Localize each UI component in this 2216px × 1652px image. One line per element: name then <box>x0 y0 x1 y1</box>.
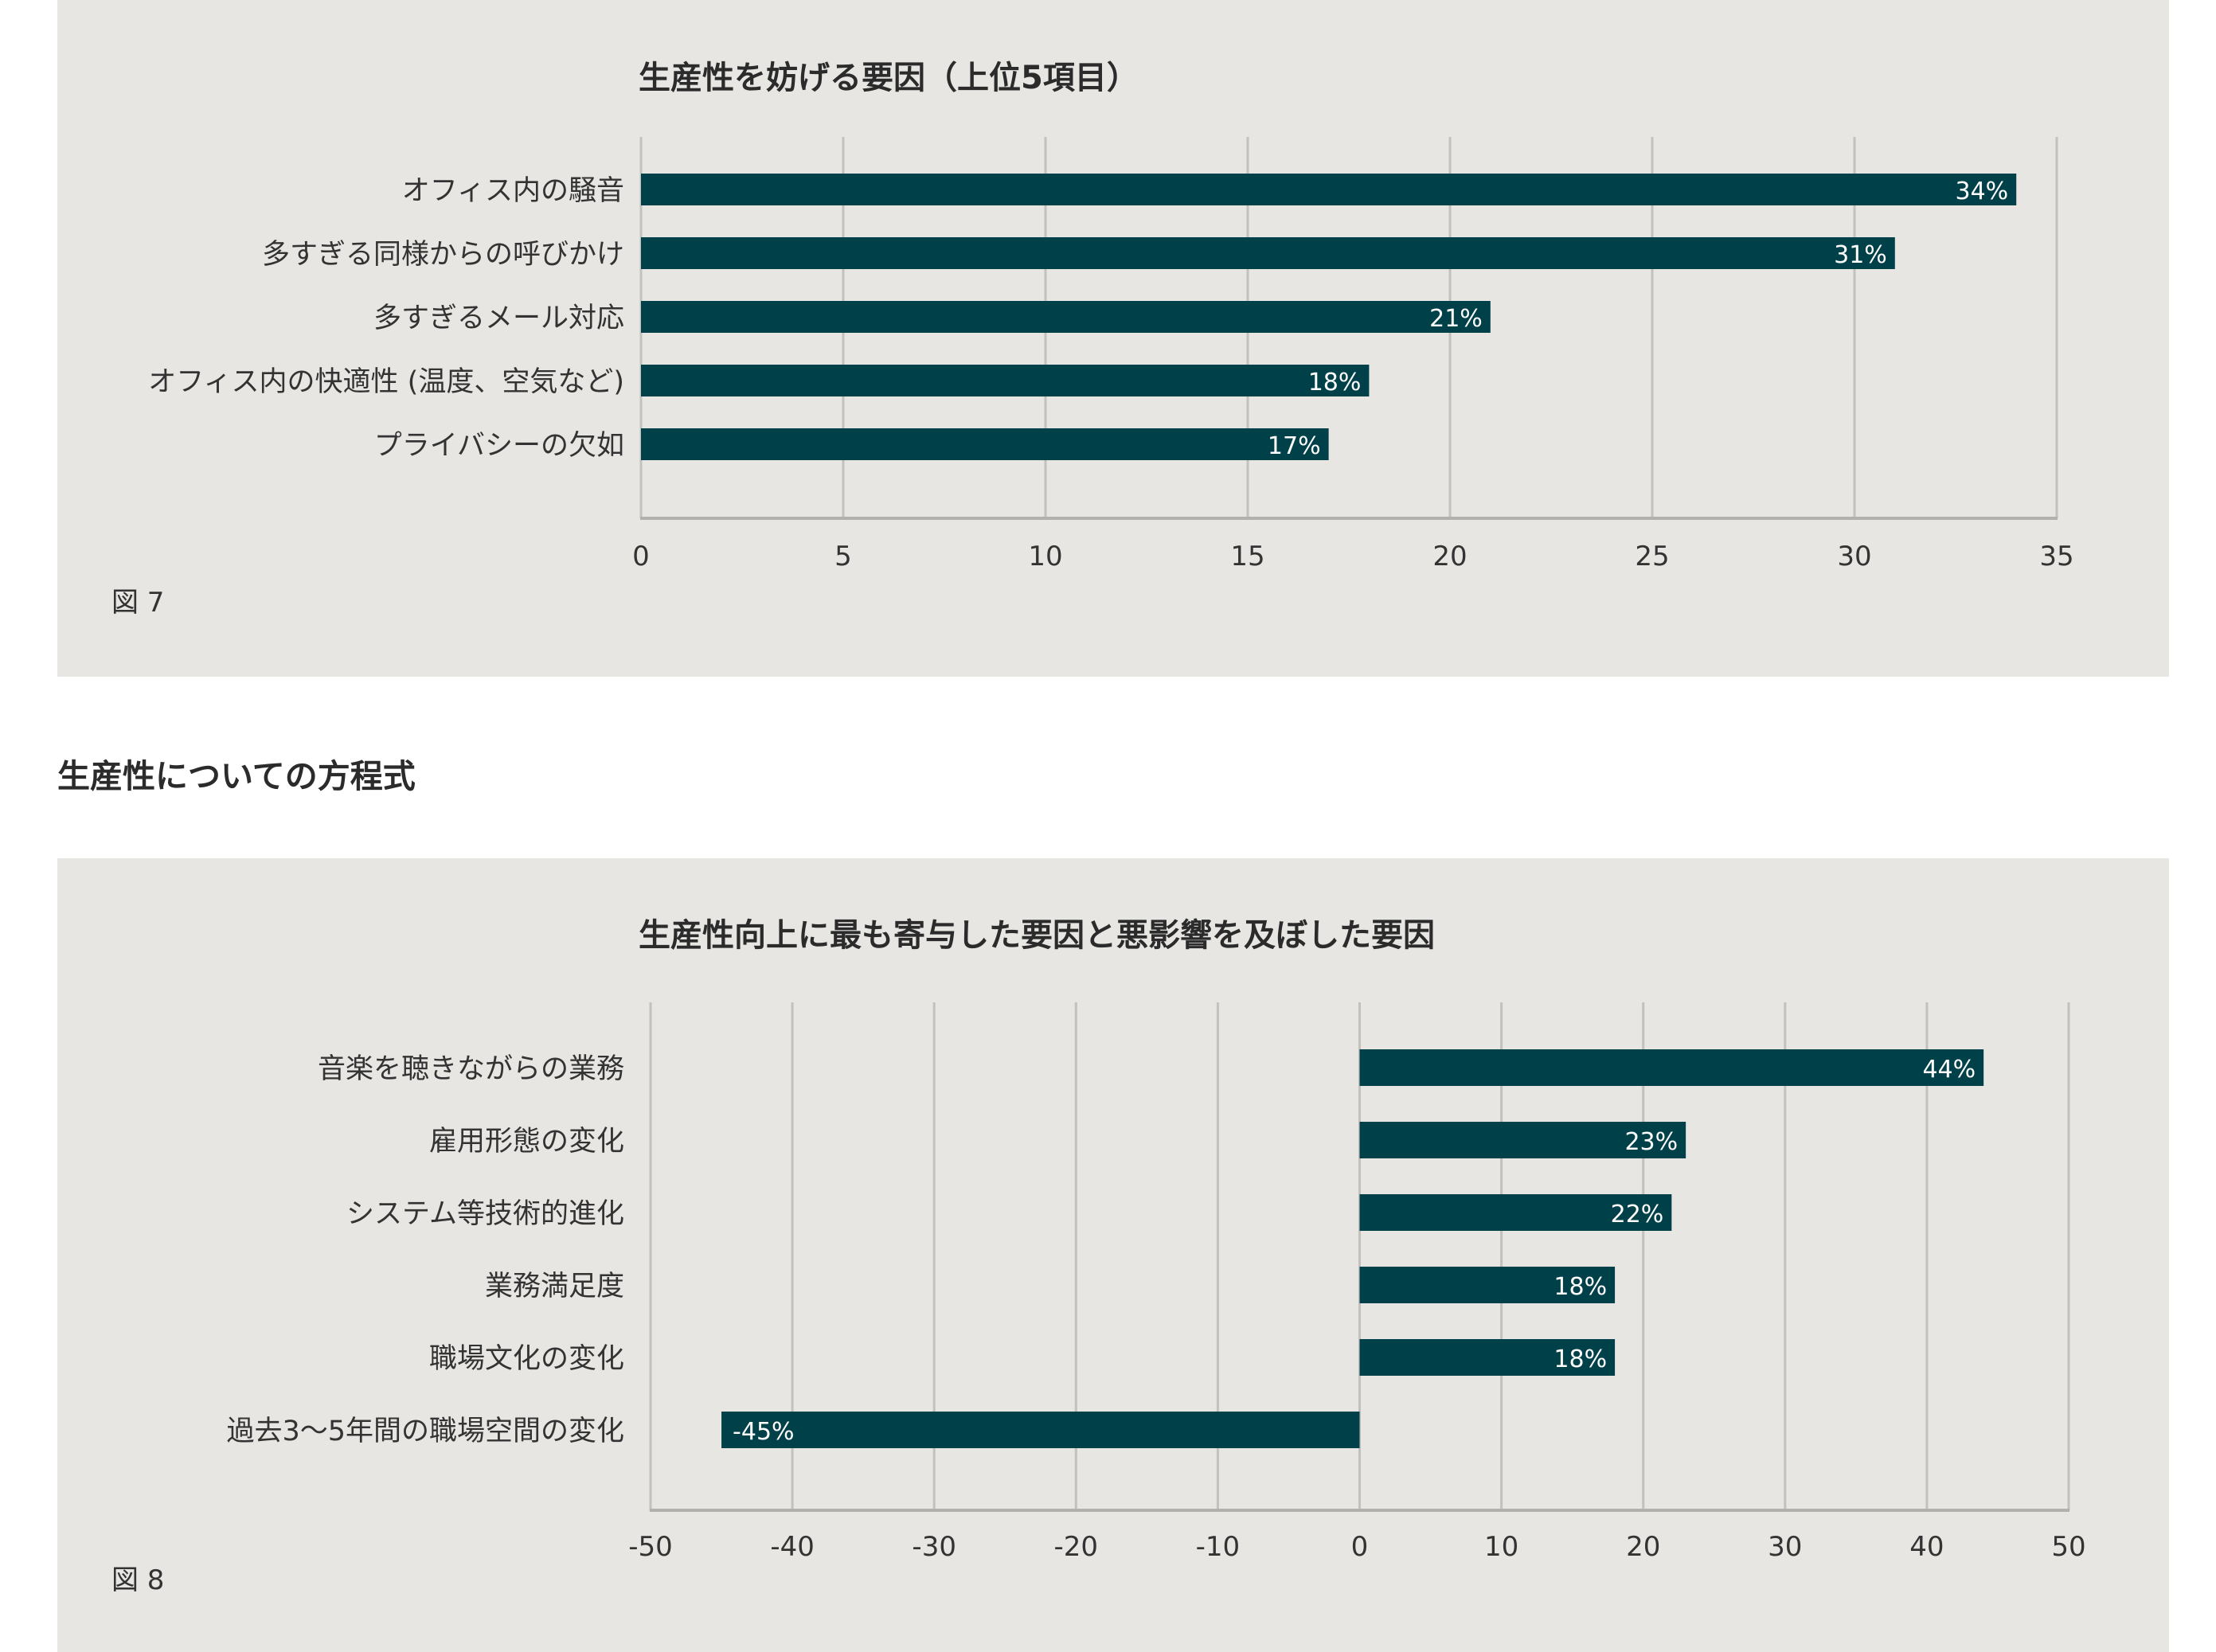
category-label: システム等技術的進化 <box>346 1198 624 1230</box>
data-label: -45% <box>733 1418 795 1446</box>
category-label: 職場文化の変化 <box>429 1343 624 1375</box>
data-label: 18% <box>1554 1345 1607 1373</box>
bar <box>641 237 1895 269</box>
bar <box>1359 1267 1616 1303</box>
figure-label: 図 7 <box>111 587 165 619</box>
category-label: オフィス内の騒音 <box>402 175 624 207</box>
data-label: 21% <box>1429 305 1483 333</box>
x-tick-label: -40 <box>770 1531 815 1563</box>
x-tick-label: 35 <box>2039 541 2073 572</box>
bar <box>641 174 2017 205</box>
x-tick-label: -30 <box>912 1531 956 1563</box>
bar <box>1359 1194 1672 1231</box>
figure-8-panel: 生産性向上に最も寄与した要因と悪影響を及ぼした要因 -50 -40 -30 -20 -1… <box>57 858 2169 1652</box>
category-label: 多すぎる同様からの呼びかけ <box>262 239 624 271</box>
x-tick-label: 20 <box>1432 541 1467 572</box>
data-label: 31% <box>1834 241 1887 269</box>
category-label: 業務満足度 <box>485 1271 624 1302</box>
data-label: 17% <box>1268 432 1321 460</box>
bar <box>641 365 1370 396</box>
bar-chart-factors-hindering-productivity: 0 5 10 15 20 25 30 35 34% オフィス内の騒音 31% 多すぎる同様からの呼びか… <box>148 137 2074 572</box>
x-tick-label: 5 <box>834 541 852 572</box>
category-label: 音楽を聴きながらの業務 <box>318 1053 624 1085</box>
x-tick-label: 25 <box>1635 541 1669 572</box>
x-tick-label: 10 <box>1484 1531 1518 1563</box>
x-tick-label: -50 <box>628 1531 673 1563</box>
figure-label: 図 8 <box>111 1564 165 1596</box>
bar-chart-factors-affecting-productivity: -50 -40 -30 -20 -10 0 10 20 30 40 50 44% 音楽を聴きながらの業務… <box>226 1002 2086 1563</box>
category-label: プライバシーの欠如 <box>374 430 624 462</box>
bar <box>1359 1122 1686 1158</box>
x-tick-label: 30 <box>1837 541 1871 572</box>
data-label: 44% <box>1922 1056 1976 1084</box>
data-label: 23% <box>1624 1128 1678 1156</box>
x-tick-label: -10 <box>1196 1531 1241 1563</box>
bar <box>721 1412 1360 1448</box>
x-tick-label: 50 <box>2051 1531 2085 1563</box>
figure-7-panel: 生産性を妨げる要因（上位5項目） 0 5 10 15 20 25 30 35 34% オフィス内の… <box>57 0 2169 677</box>
data-label: 34% <box>1956 178 2009 205</box>
category-label: 多すぎるメール対応 <box>373 303 624 334</box>
data-label: 18% <box>1554 1273 1607 1301</box>
category-label: オフィス内の快適性 (温度、空気など) <box>148 366 624 398</box>
data-label: 18% <box>1308 369 1362 396</box>
data-label: 22% <box>1611 1201 1664 1228</box>
x-tick-label: 20 <box>1626 1531 1660 1563</box>
x-tick-label: 10 <box>1028 541 1062 572</box>
x-tick-label: -20 <box>1054 1531 1099 1563</box>
bar <box>1359 1049 1984 1086</box>
section-heading: 生産性についての方程式 <box>57 757 416 795</box>
x-tick-label: 15 <box>1230 541 1264 572</box>
chart-title: 生産性を妨げる要因（上位5項目） <box>639 60 1139 96</box>
x-tick-label: 0 <box>1351 1531 1369 1563</box>
category-label: 雇用形態の変化 <box>429 1126 624 1158</box>
chart-title: 生産性向上に最も寄与した要因と悪影響を及ぼした要因 <box>639 917 1435 954</box>
x-tick-label: 40 <box>1909 1531 1944 1563</box>
bar <box>641 301 1491 333</box>
x-tick-label: 30 <box>1768 1531 1802 1563</box>
bar <box>641 428 1329 460</box>
bar <box>1359 1339 1616 1376</box>
category-label: 過去3～5年間の職場空間の変化 <box>226 1416 624 1447</box>
x-tick-label: 0 <box>632 541 650 572</box>
